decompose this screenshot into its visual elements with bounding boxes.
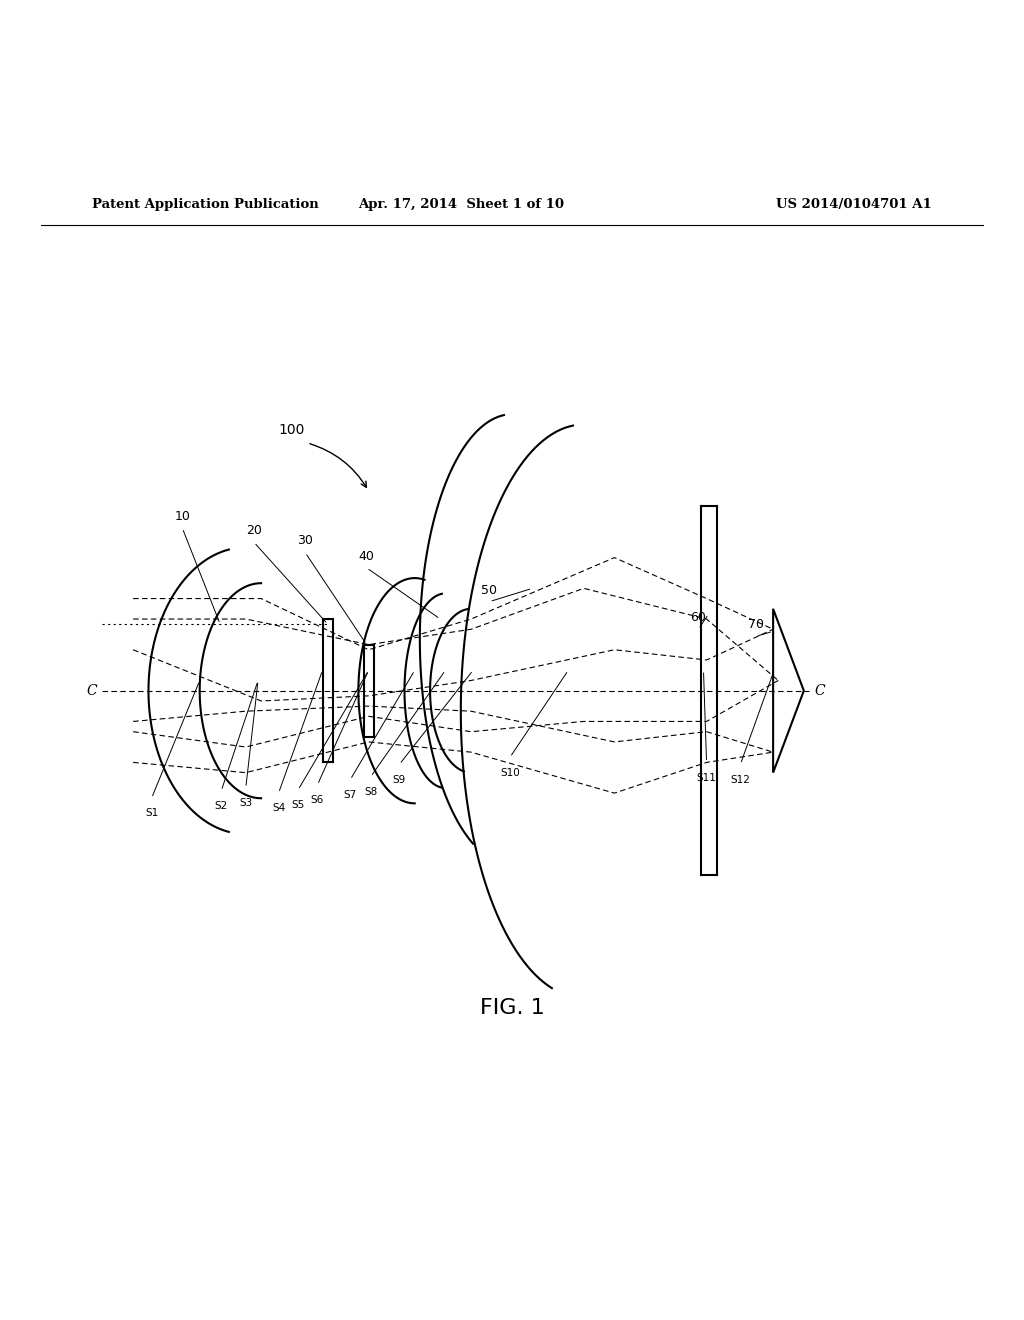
Text: 20: 20: [246, 524, 262, 537]
Text: S6: S6: [311, 795, 324, 805]
Text: S5: S5: [292, 800, 304, 810]
Text: 10: 10: [174, 510, 190, 523]
Text: S12: S12: [730, 775, 751, 784]
Text: 30: 30: [297, 535, 313, 548]
Text: Apr. 17, 2014  Sheet 1 of 10: Apr. 17, 2014 Sheet 1 of 10: [357, 198, 564, 211]
Text: S7: S7: [344, 791, 356, 800]
Text: S9: S9: [393, 775, 406, 784]
Text: FIG. 1: FIG. 1: [479, 998, 545, 1018]
Text: S11: S11: [696, 772, 717, 783]
Text: S10: S10: [500, 767, 520, 777]
Text: S3: S3: [240, 799, 252, 808]
Text: 50: 50: [481, 583, 498, 597]
Text: C: C: [814, 684, 824, 698]
Text: S2: S2: [215, 801, 227, 812]
Text: C: C: [87, 684, 97, 698]
Text: S4: S4: [272, 804, 285, 813]
Text: 70: 70: [748, 618, 764, 631]
Text: S8: S8: [365, 787, 377, 797]
Text: 100: 100: [279, 422, 305, 437]
Text: US 2014/0104701 A1: US 2014/0104701 A1: [776, 198, 932, 211]
Text: S1: S1: [145, 808, 158, 818]
Text: 40: 40: [358, 549, 375, 562]
Text: Patent Application Publication: Patent Application Publication: [92, 198, 318, 211]
Text: 60: 60: [690, 611, 707, 624]
